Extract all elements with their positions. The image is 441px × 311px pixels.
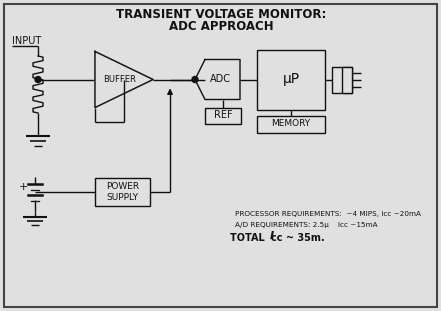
Text: TOTAL: TOTAL [230,233,272,243]
Bar [205,108,241,123]
Text: POWER
SUPPLY: POWER SUPPLY [106,182,139,202]
Text: cc ~ 35m.: cc ~ 35m. [271,233,325,243]
Text: MEMORY: MEMORY [272,119,310,128]
Text: ADC APPROACH: ADC APPROACH [169,20,273,33]
Circle shape [35,77,41,82]
Text: ADC: ADC [210,75,231,85]
Text: +: + [19,182,28,192]
Text: μP: μP [282,72,299,86]
Text: A/D REQUIREMENTS: 2.5μ    Icc ~15mA: A/D REQUIREMENTS: 2.5μ Icc ~15mA [235,222,377,228]
Text: PROCESSOR REQUIREMENTS:  ~4 MIPS, Icc ~20mA: PROCESSOR REQUIREMENTS: ~4 MIPS, Icc ~20… [235,211,421,217]
Circle shape [192,77,198,82]
Text: BUFFER: BUFFER [104,75,136,84]
Text: REF: REF [214,110,232,120]
Polygon shape [95,52,153,108]
Bar [332,67,352,92]
Bar [257,49,325,109]
Bar [342,67,352,92]
Bar [257,115,325,132]
Text: INPUT: INPUT [12,36,41,46]
Text: TRANSIENT VOLTAGE MONITOR:: TRANSIENT VOLTAGE MONITOR: [116,8,326,21]
Polygon shape [195,59,240,100]
Text: I: I [270,231,274,241]
Bar [95,178,150,206]
